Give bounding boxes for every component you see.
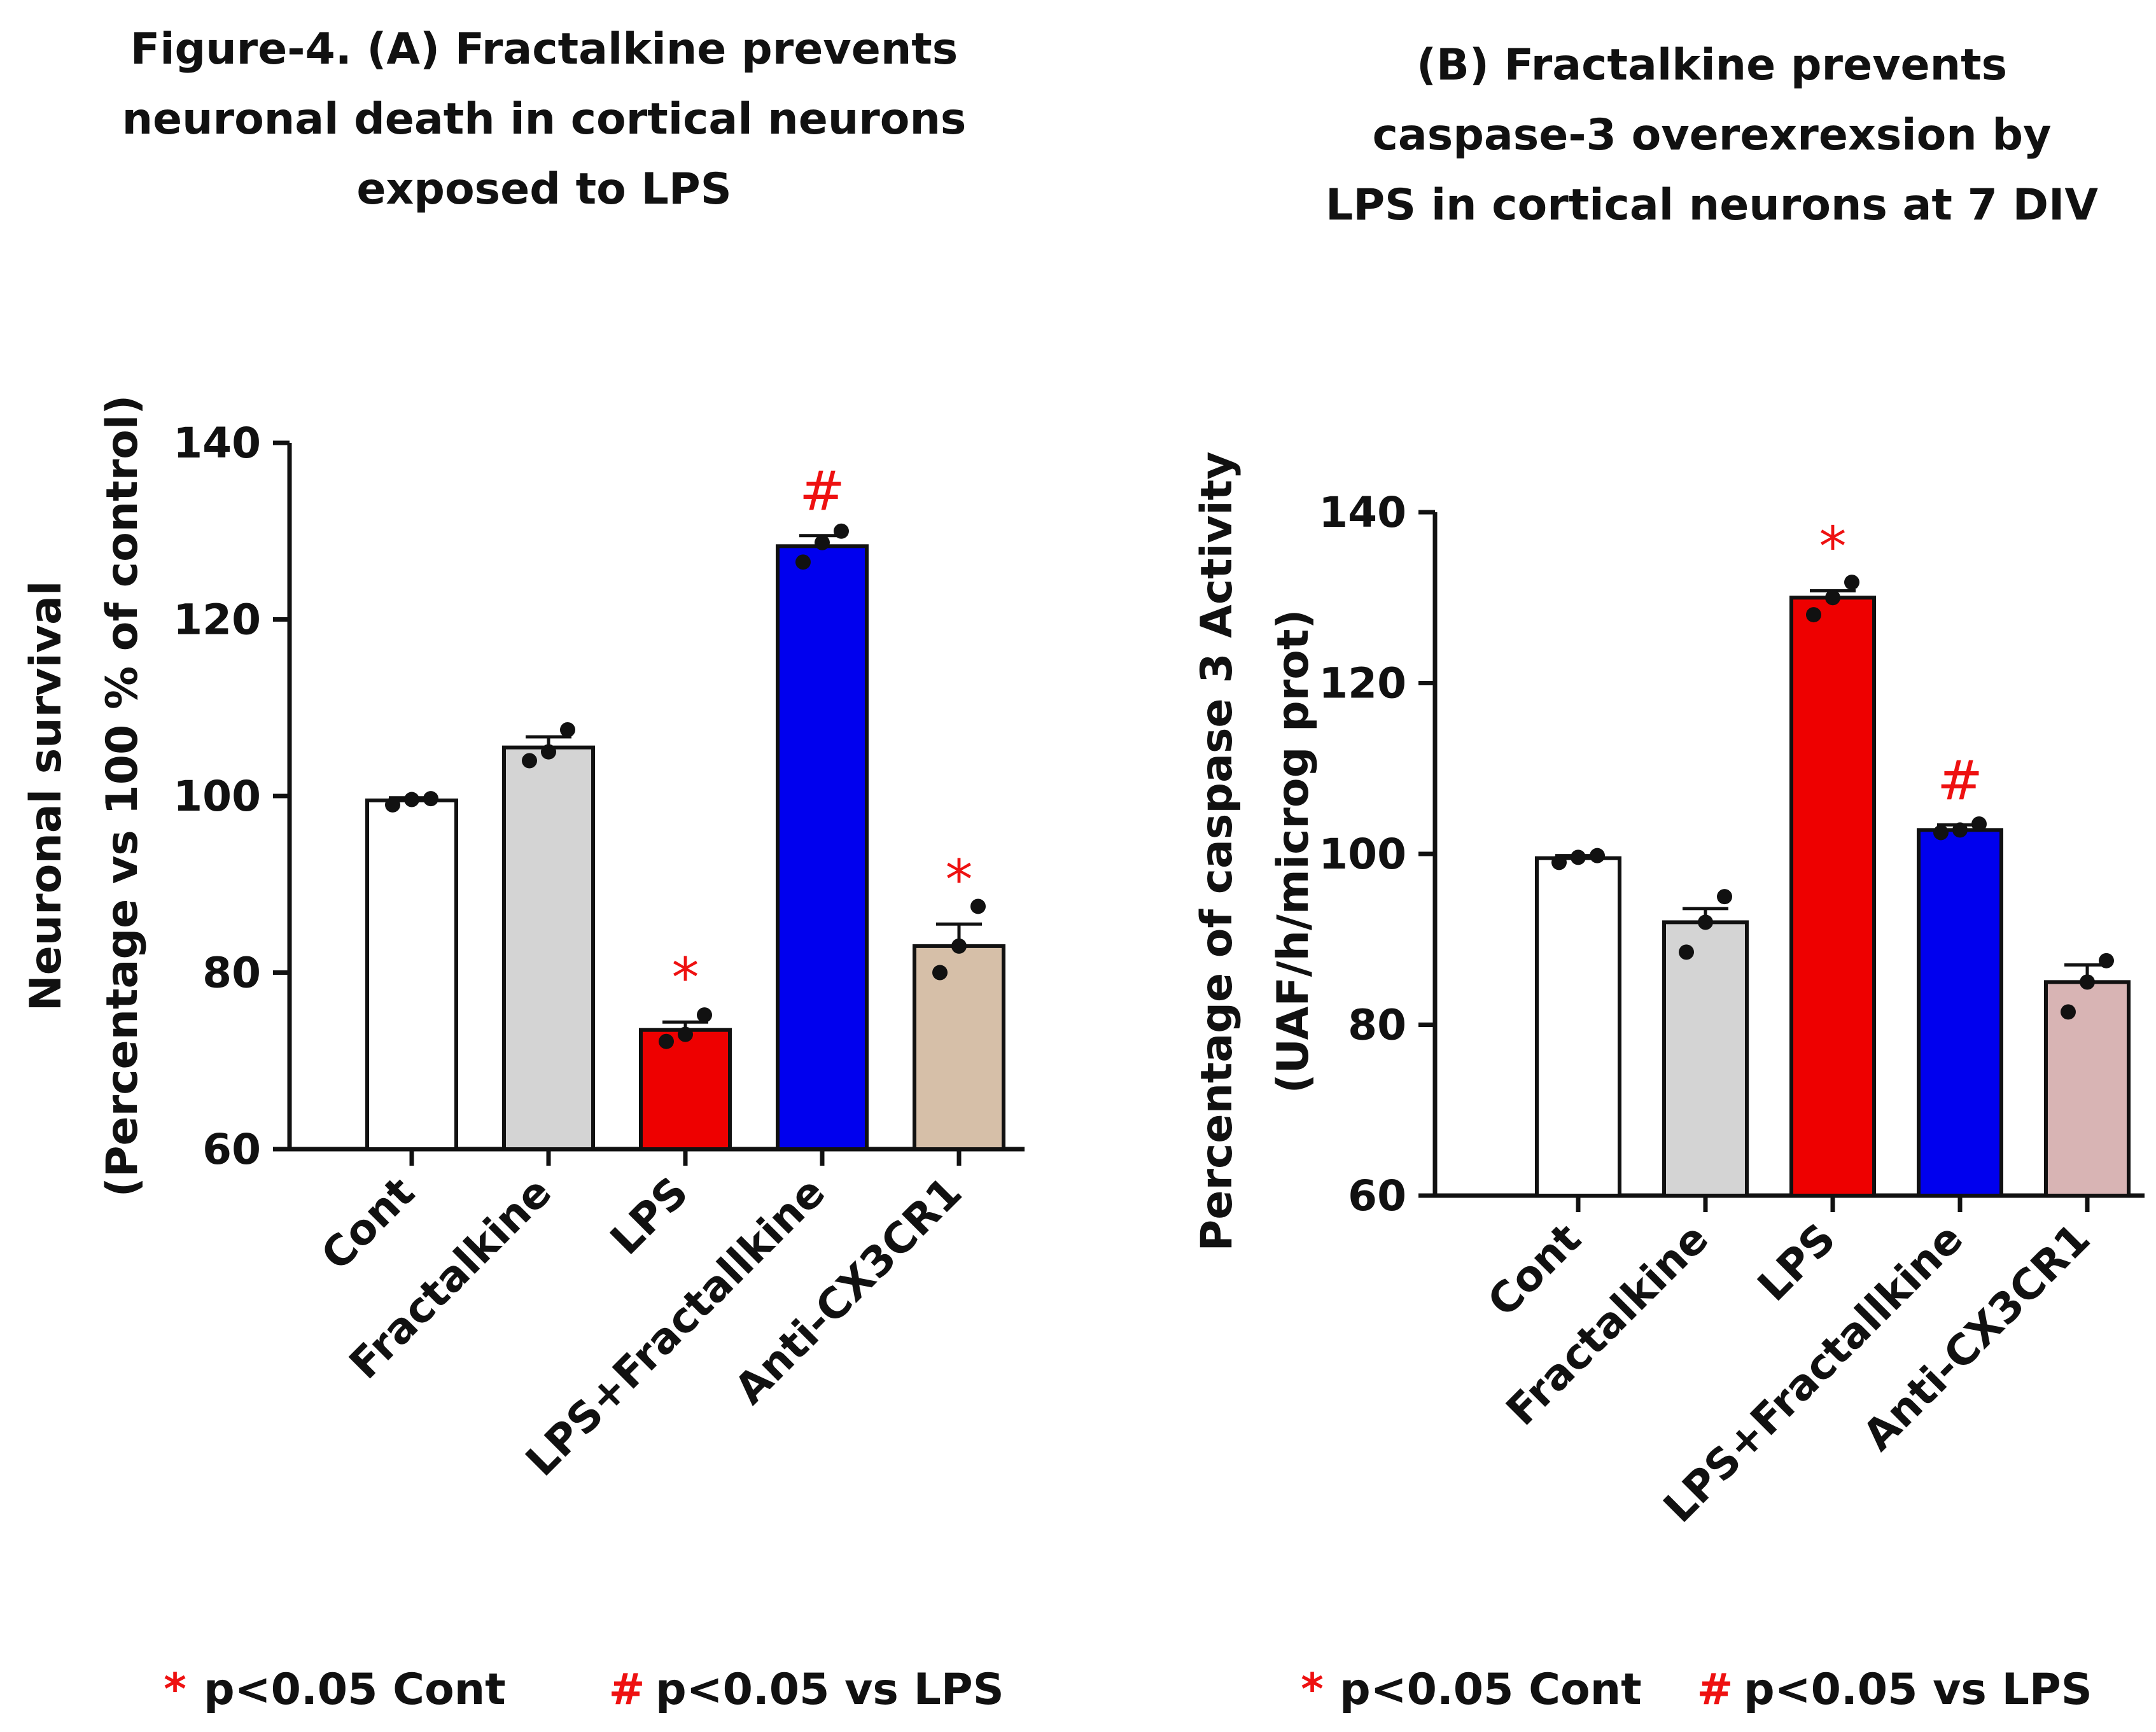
data-point [951,938,967,954]
significance-mark: * [672,946,699,1010]
data-point [1698,914,1713,930]
data-point [795,554,811,570]
x-category-label: Anti-CX3CR1 [1853,1214,2099,1460]
data-point [404,792,419,807]
data-point [2080,974,2095,990]
bar [1917,828,2003,1198]
x-category-label: Cont [1478,1214,1590,1326]
data-point [1806,607,1821,623]
data-point [834,523,849,539]
data-point [423,791,438,807]
bar [913,944,1005,1151]
chart-title-line: neuronal death in cortical neurons [122,94,967,144]
data-point [1844,575,1859,590]
y-axis-label-line: (Percentage vs 100 % of control) [97,395,148,1198]
data-point [659,1033,674,1049]
x-category-label: Cont [312,1168,424,1280]
bar [502,745,595,1151]
bar [1662,920,1749,1198]
significance-mark: * [1819,515,1847,579]
data-point [932,965,948,981]
y-tick-label: 120 [173,596,261,645]
bar [1535,856,1621,1198]
legend-symbol-hash: # [609,1665,645,1715]
panel-a: Figure-4. (A) Fractalkine prevents neuron… [21,24,1025,1715]
significance-mark: # [799,460,845,524]
bar [2044,980,2131,1198]
data-point [1590,848,1605,863]
chart-title-line: caspase-3 overexrexsion by [1373,110,2052,160]
y-axis-label-line: Percentage of caspase 3 Activity [1192,452,1242,1252]
data-point [815,534,830,550]
data-point [1551,855,1567,870]
data-point [678,1026,693,1042]
y-tick-label: 60 [1348,1171,1406,1220]
chart-title-line: Figure-4. (A) Fractalkine prevents [130,24,958,74]
y-tick-label: 100 [173,772,261,821]
data-point [1971,816,1987,832]
legend-text-cont: p<0.05 Cont [1340,1665,1642,1715]
legend-text-lps: p<0.05 vs LPS [655,1665,1004,1715]
data-point [1717,889,1732,905]
x-category-label: LPS [601,1168,697,1264]
y-tick-label: 80 [202,949,261,998]
y-tick-label: 100 [1319,830,1406,879]
legend-text-lps: p<0.05 vs LPS [1744,1665,2092,1715]
data-point [1571,849,1586,865]
bar [639,1028,732,1151]
data-point [522,753,537,769]
bar [1789,596,1876,1198]
legend-symbol-star: * [1301,1665,1324,1715]
data-point [541,744,556,760]
y-tick-label: 140 [1319,488,1406,537]
data-point [385,797,400,813]
chart-title-line: LPS in cortical neurons at 7 DIV [1326,180,2098,230]
data-point [560,722,575,737]
data-point [1679,944,1694,960]
y-axis-label-line: (UAF/h/microg prot) [1268,610,1319,1094]
y-tick-label: 140 [173,419,261,468]
chart-title-line: (B) Fractalkine prevents [1417,40,2007,90]
y-tick-label: 80 [1348,1001,1406,1050]
chart-title-line: exposed to LPS [356,164,731,214]
data-point [697,1007,712,1023]
x-category-label: LPS [1748,1214,1845,1311]
y-axis-label-line: Neuronal survival [21,581,71,1012]
significance-mark: * [946,848,973,912]
data-point [2099,953,2114,968]
significance-mark: # [1937,749,1983,813]
legend-symbol-star: * [164,1665,186,1715]
data-point [970,898,986,914]
data-point [1952,822,1968,838]
data-point [2061,1004,2076,1020]
bar [776,544,869,1151]
data-point [1825,590,1840,606]
bar [365,798,458,1151]
legend-symbol-hash: # [1697,1665,1733,1715]
data-point [1933,825,1949,841]
y-tick-label: 120 [1319,659,1406,708]
y-tick-label: 60 [202,1125,261,1174]
legend-text-cont: p<0.05 Cont [204,1665,506,1715]
panel-b: (B) Fractalkine prevents caspase-3 overex… [1192,40,2145,1715]
